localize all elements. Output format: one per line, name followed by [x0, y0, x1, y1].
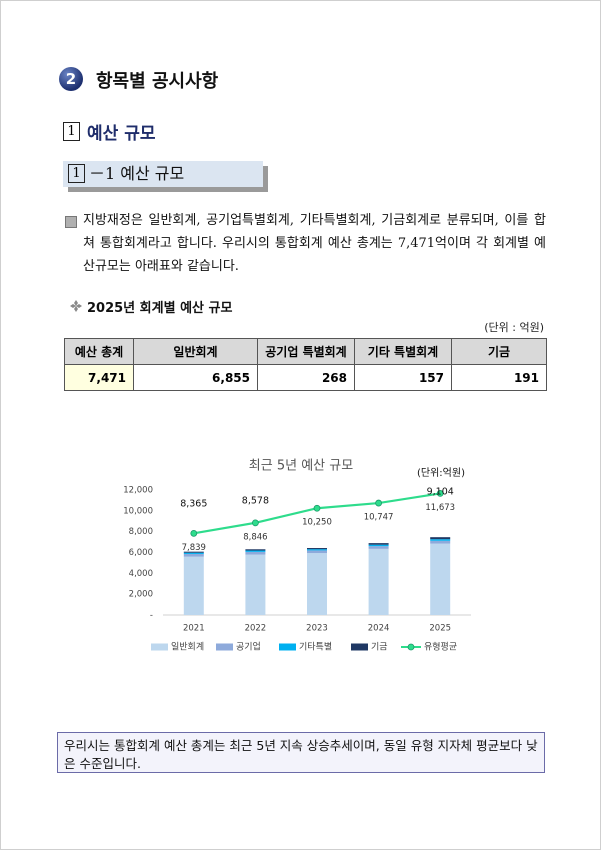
subsection-number: 1	[68, 164, 85, 183]
y-tick-label: 12,000	[123, 486, 153, 496]
legend-label: 일반회계	[171, 641, 204, 653]
bar-segment	[368, 546, 389, 549]
bullet	[65, 216, 77, 228]
legend-swatch	[216, 643, 233, 651]
bar-segment	[307, 549, 327, 551]
legend-label: 유형평균	[424, 642, 457, 653]
x-tick-label: 2023	[306, 624, 328, 634]
x-tick-label: 2024	[368, 624, 390, 634]
bar-segment	[430, 543, 451, 615]
cell: 191	[451, 364, 547, 391]
x-tick-label: 2022	[245, 624, 267, 634]
data-label: 10,250	[302, 518, 332, 528]
section-number: 1	[63, 122, 80, 141]
bar-segment	[368, 543, 389, 545]
chart: 최근 5년 예산 규모 (단위:억원) - 2,000 4,000 6,000 8,00…	[123, 459, 471, 653]
y-tick-label: -	[150, 611, 153, 621]
x-tick-label: 2021	[183, 624, 205, 634]
heading-number: 2	[59, 67, 83, 91]
legend-label: 공기업	[236, 642, 261, 653]
header-cell: 공기업 특별회계	[257, 338, 355, 365]
annotation: 8,578	[242, 496, 269, 507]
bar-segment	[245, 551, 266, 555]
subsection-box	[63, 161, 263, 187]
bar-segment	[430, 539, 451, 541]
note: 우리시는 통합회계 예산 총계는 최근 5년 지속 상승추세이며, 동일 유형 …	[57, 732, 545, 773]
chart-title: 최근 5년 예산 규모	[249, 459, 353, 474]
line-point	[251, 519, 259, 527]
header-cell: 일반회계	[133, 338, 258, 365]
section-title: 예산 규모	[87, 124, 156, 144]
diamond-bullet	[70, 300, 82, 312]
bar-segment	[245, 549, 266, 551]
bar-segment	[307, 553, 327, 615]
cell: 6,855	[133, 364, 258, 391]
bar-segment	[183, 551, 204, 553]
table-unit: (단위 : 억원)	[484, 321, 544, 334]
y-tick-label: 2,000	[129, 590, 153, 600]
legend-swatch	[151, 643, 168, 651]
paragraph: 지방재정은 일반회계, 공기업특별회계, 기타특별회계, 기금회계로 분류되며,…	[83, 213, 546, 274]
annotation: 9,104	[427, 487, 454, 498]
bar-segment	[368, 548, 389, 615]
chart-unit: (단위:억원)	[417, 466, 465, 479]
bar-segment	[183, 552, 204, 554]
line-point	[313, 504, 321, 512]
x-tick-label: 2025	[429, 624, 451, 634]
legend-label: 기타특별	[299, 642, 332, 653]
line-point	[375, 499, 383, 507]
legend-swatch	[279, 643, 296, 651]
bar-segment	[430, 537, 451, 540]
heading-title: 항목별 공시사항	[96, 71, 219, 92]
table-title: 2025년 회계별 예산 규모	[87, 301, 233, 316]
legend-label: 기금	[371, 642, 388, 653]
subsection-title: －1 예산 규모	[89, 164, 185, 183]
bar-segment	[183, 556, 204, 615]
data-label: 11,673	[425, 503, 455, 513]
data-row: 7,471 6,855 268 157 191	[64, 364, 547, 391]
y-tick-label: 4,000	[129, 569, 153, 579]
y-tick-label: 6,000	[129, 548, 153, 558]
budget-table: 예산 총계 일반회계 공기업 특별회계 기타 특별회계 기금 7,471 6,8…	[64, 338, 547, 391]
legend-point	[407, 643, 415, 651]
bar-segment	[183, 553, 204, 557]
header-cell: 예산 총계	[64, 338, 134, 365]
y-tick-label: 10,000	[123, 506, 153, 516]
cell: 157	[354, 364, 452, 391]
line-point	[436, 490, 444, 497]
header-row: 예산 총계 일반회계 공기업 특별회계 기타 특별회계 기금	[64, 338, 547, 365]
legend-swatch	[351, 643, 368, 651]
annotation: 8,365	[180, 499, 207, 510]
bar-segment	[307, 550, 327, 554]
data-label: 7,839	[182, 543, 206, 553]
header-cell: 기금	[451, 338, 547, 365]
data-label: 8,846	[243, 532, 267, 542]
data-label: 10,747	[364, 513, 394, 523]
bar-segment	[245, 550, 266, 552]
cell: 268	[257, 364, 355, 391]
line-point	[190, 529, 198, 537]
bar-segment	[368, 544, 389, 547]
y-tick-label: 8,000	[129, 527, 153, 537]
header-cell: 기타 특별회계	[354, 338, 452, 365]
bar-segment	[245, 554, 266, 615]
bar-segment	[307, 548, 327, 550]
bar-segment	[430, 540, 451, 544]
